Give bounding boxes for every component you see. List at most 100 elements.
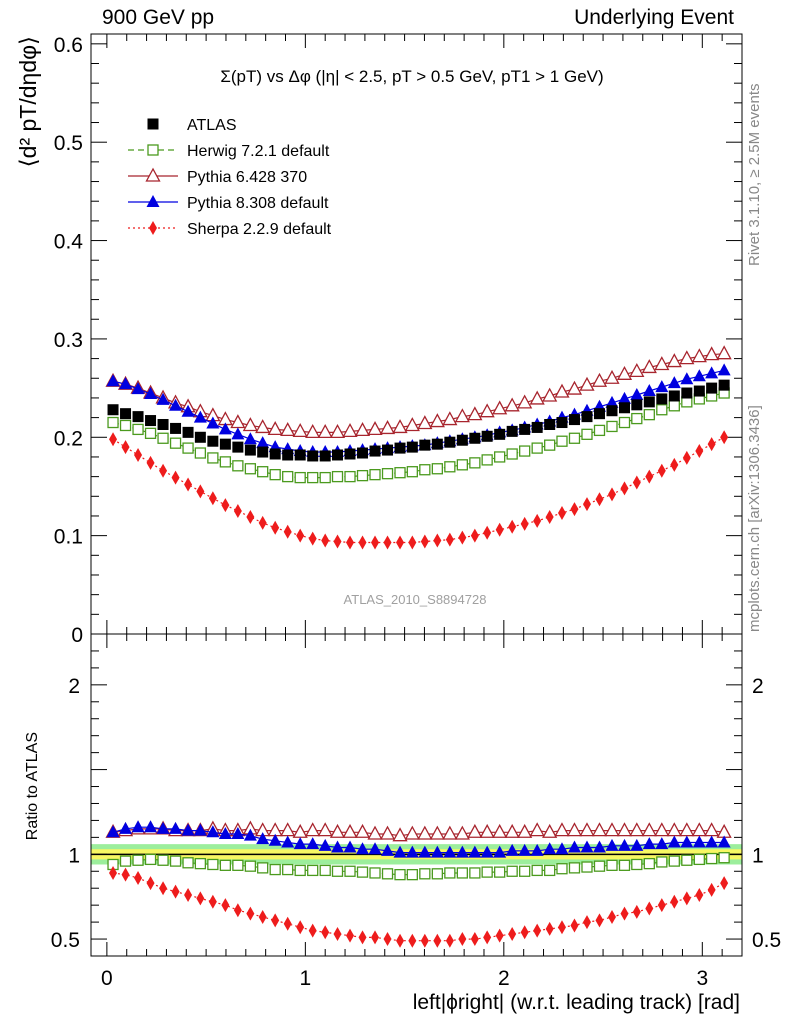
main-point-atlas bbox=[469, 432, 481, 444]
main-point-herwig-7-2-1-default bbox=[456, 459, 468, 471]
main-point-pythia-8-308-default bbox=[181, 404, 195, 417]
legend-marker-sherpa-2-2-9-default bbox=[149, 221, 157, 235]
main-point-herwig-7-2-1-default bbox=[157, 432, 169, 444]
ratio-point-sherpa-2-2-9-default bbox=[171, 884, 180, 899]
main-point-herwig-7-2-1-default bbox=[294, 471, 306, 484]
y-tick-label: 0.3 bbox=[54, 329, 83, 352]
legend-marker-pythia-6-428-370 bbox=[145, 167, 161, 182]
main-point-pythia-6-428-370 bbox=[317, 423, 333, 439]
main-point-atlas bbox=[681, 387, 693, 399]
main-point-atlas bbox=[519, 423, 531, 435]
main-point-sherpa-2-2-9-default bbox=[495, 522, 504, 537]
main-point-pythia-8-308-default bbox=[231, 427, 245, 440]
main-point-sherpa-2-2-9-default bbox=[159, 463, 168, 478]
ratio-point-sherpa-2-2-9-default bbox=[233, 903, 242, 918]
main-point-atlas bbox=[382, 444, 394, 456]
ratio-point-pythia-8-308-default bbox=[555, 842, 569, 855]
ratio-point-herwig-7-2-1-default bbox=[319, 864, 331, 877]
ratio-point-sherpa-2-2-9-default bbox=[595, 913, 604, 928]
main-point-sherpa-2-2-9-default bbox=[408, 535, 417, 550]
ratio-point-pythia-6-428-370 bbox=[704, 822, 720, 837]
main-point-pythia-8-308-default bbox=[119, 377, 133, 390]
main-point-atlas bbox=[706, 382, 718, 394]
ratio-point-sherpa-2-2-9-default bbox=[632, 904, 641, 919]
ratio-point-pythia-8-308-default bbox=[630, 838, 644, 851]
ratio-point-herwig-7-2-1-default bbox=[369, 867, 381, 879]
main-point-herwig-7-2-1-default bbox=[431, 463, 443, 475]
ratio-point-sherpa-2-2-9-default bbox=[283, 916, 292, 931]
ratio-point-pythia-8-308-default bbox=[518, 843, 532, 856]
ratio-point-herwig-7-2-1-default bbox=[469, 867, 481, 879]
ratio-point-pythia-8-308-default bbox=[705, 835, 719, 848]
main-point-sherpa-2-2-9-default bbox=[570, 502, 579, 517]
ratio-point-sherpa-2-2-9-default bbox=[109, 865, 118, 880]
main-point-pythia-6-428-370 bbox=[242, 417, 258, 432]
main-point-sherpa-2-2-9-default bbox=[308, 531, 317, 546]
main-point-atlas bbox=[294, 449, 306, 461]
main-point-atlas bbox=[718, 379, 730, 391]
main-point-atlas bbox=[369, 445, 381, 457]
main-point-pythia-8-308-default bbox=[218, 422, 232, 435]
ratio-point-sherpa-2-2-9-default bbox=[221, 898, 230, 913]
main-point-pythia-8-308-default bbox=[692, 369, 706, 382]
main-point-herwig-7-2-1-default bbox=[194, 447, 207, 459]
main-point-atlas bbox=[581, 411, 593, 423]
ratio-point-herwig-7-2-1-default bbox=[219, 859, 232, 871]
main-point-pythia-8-308-default bbox=[144, 387, 158, 399]
ratio-point-herwig-7-2-1-default bbox=[269, 863, 281, 876]
legend-label-pythia-6-428-370: Pythia 6.428 370 bbox=[187, 169, 307, 186]
ratio-point-pythia-6-428-370 bbox=[604, 822, 620, 837]
main-point-pythia-6-428-370 bbox=[691, 348, 707, 363]
ratio-point-pythia-8-308-default bbox=[331, 840, 345, 853]
main-point-pythia-6-428-370 bbox=[305, 423, 321, 439]
main-point-herwig-7-2-1-default bbox=[531, 442, 543, 454]
main-point-pythia-6-428-370 bbox=[417, 415, 433, 430]
ratio-point-sherpa-2-2-9-default bbox=[508, 926, 517, 941]
ratio-point-sherpa-2-2-9-default bbox=[570, 918, 579, 933]
main-point-pythia-8-308-default bbox=[642, 384, 656, 397]
x-axis-label: left|ϕright| (w.r.t. leading track) [rad… bbox=[413, 991, 740, 1014]
ratio-point-pythia-8-308-default bbox=[106, 825, 120, 838]
main-point-herwig-7-2-1-default bbox=[568, 432, 581, 444]
main-point-pythia-6-428-370 bbox=[566, 380, 583, 395]
main-point-pythia-6-428-370 bbox=[442, 411, 458, 426]
legend-marker-herwig-7-2-1-default bbox=[147, 144, 159, 156]
main-point-atlas bbox=[631, 399, 643, 411]
main-point-sherpa-2-2-9-default bbox=[283, 524, 292, 539]
ratio-point-herwig-7-2-1-default bbox=[718, 852, 730, 864]
main-point-pythia-6-428-370 bbox=[716, 345, 732, 360]
ratio-point-pythia-8-308-default bbox=[543, 842, 557, 855]
main-point-sherpa-2-2-9-default bbox=[146, 455, 155, 470]
ratio-point-sherpa-2-2-9-default bbox=[682, 891, 691, 906]
ratio-point-pythia-6-428-370 bbox=[280, 822, 296, 837]
ratio-point-herwig-7-2-1-default bbox=[506, 865, 518, 877]
main-point-atlas bbox=[207, 435, 219, 447]
main-point-herwig-7-2-1-default bbox=[544, 439, 556, 451]
ratio-point-sherpa-2-2-9-default bbox=[458, 932, 467, 947]
main-point-pythia-6-428-370 bbox=[591, 372, 608, 387]
ratio-point-sherpa-2-2-9-default bbox=[308, 923, 317, 938]
main-point-atlas bbox=[182, 426, 194, 438]
ratio-point-pythia-8-308-default bbox=[156, 821, 170, 834]
main-point-atlas bbox=[619, 402, 631, 414]
ratio-point-herwig-7-2-1-default bbox=[394, 869, 406, 881]
main-point-herwig-7-2-1-default bbox=[581, 428, 593, 440]
main-point-sherpa-2-2-9-default bbox=[321, 533, 330, 548]
ratio-point-pythia-8-308-default bbox=[318, 838, 332, 851]
ratio-point-herwig-7-2-1-default bbox=[519, 865, 531, 877]
ratio-point-pythia-6-428-370 bbox=[354, 823, 371, 838]
ratio-point-pythia-6-428-370 bbox=[641, 822, 657, 837]
ratio-point-sherpa-2-2-9-default bbox=[470, 932, 479, 947]
main-point-herwig-7-2-1-default bbox=[219, 456, 232, 468]
x-tick-label: 2 bbox=[498, 967, 510, 990]
ratio-point-herwig-7-2-1-default bbox=[618, 859, 631, 871]
ratio-point-sherpa-2-2-9-default bbox=[134, 871, 143, 886]
ratio-point-pythia-6-428-370 bbox=[367, 825, 383, 840]
ratio-point-sherpa-2-2-9-default bbox=[196, 891, 205, 906]
ratio-point-herwig-7-2-1-default bbox=[244, 860, 257, 872]
main-point-pythia-6-428-370 bbox=[579, 376, 595, 391]
main-point-sherpa-2-2-9-default bbox=[695, 444, 704, 459]
ratio-point-pythia-8-308-default bbox=[243, 828, 257, 841]
chart-title: Σ(pT) vs Δφ (|η| < 2.5, pT > 0.5 GeV, pT… bbox=[220, 67, 603, 86]
legend-marker-pythia-8-308-default bbox=[146, 195, 160, 207]
